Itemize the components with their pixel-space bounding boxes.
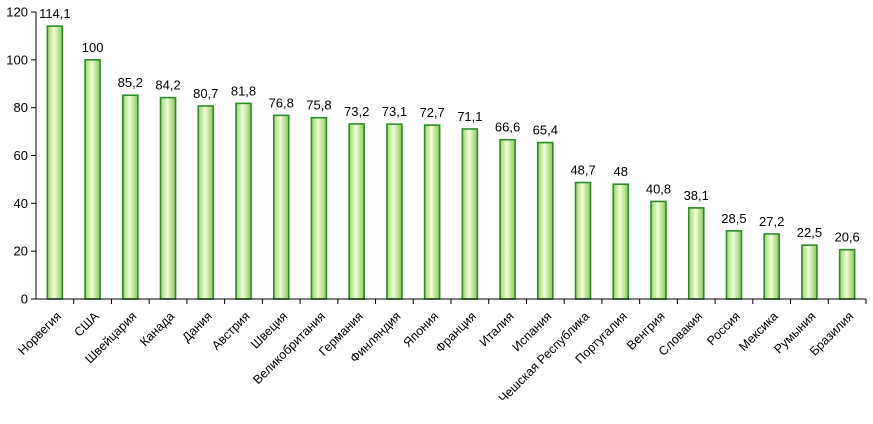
data-label: 40,8 bbox=[646, 181, 671, 196]
data-label: 73,1 bbox=[382, 104, 407, 119]
data-label: 81,8 bbox=[231, 83, 256, 98]
x-category-label: Франция bbox=[433, 309, 479, 355]
y-tick-label: 0 bbox=[21, 292, 28, 307]
bar bbox=[499, 138, 516, 300]
data-label: 76,8 bbox=[269, 95, 294, 110]
data-label: 85,2 bbox=[118, 75, 143, 90]
y-tick-label: 40 bbox=[14, 196, 28, 211]
bar bbox=[235, 102, 252, 300]
bar bbox=[348, 123, 365, 300]
bar bbox=[801, 244, 818, 300]
bar bbox=[159, 96, 177, 300]
bar bbox=[423, 124, 441, 300]
bar bbox=[197, 105, 215, 300]
bar bbox=[725, 230, 743, 300]
x-category-label: Дания bbox=[179, 309, 214, 344]
data-label: 38,1 bbox=[684, 188, 709, 203]
y-tick-label: 100 bbox=[6, 52, 28, 67]
bar bbox=[461, 128, 479, 300]
data-label: 48 bbox=[614, 164, 628, 179]
data-label: 73,2 bbox=[344, 104, 369, 119]
bar bbox=[537, 141, 554, 300]
data-label: 100 bbox=[82, 40, 104, 55]
data-label: 84,2 bbox=[155, 78, 180, 93]
bar bbox=[574, 181, 592, 300]
data-label: 75,8 bbox=[306, 98, 331, 113]
y-tick-label: 20 bbox=[14, 244, 28, 259]
data-label: 80,7 bbox=[193, 86, 218, 101]
bar bbox=[310, 116, 328, 300]
y-tick-label: 120 bbox=[6, 5, 28, 20]
data-label: 28,5 bbox=[721, 211, 746, 226]
data-label: 27,2 bbox=[759, 214, 784, 229]
data-label: 65,4 bbox=[533, 123, 558, 138]
data-label: 72,7 bbox=[419, 105, 444, 120]
y-tick-label: 60 bbox=[14, 148, 28, 163]
x-category-label: США bbox=[71, 309, 102, 340]
data-label: 114,1 bbox=[39, 6, 71, 21]
bar bbox=[763, 233, 780, 300]
y-tick-label: 80 bbox=[14, 100, 28, 115]
bar bbox=[386, 123, 403, 300]
bar bbox=[687, 207, 705, 300]
x-category-label: Норвегия bbox=[15, 309, 64, 358]
data-label: 71,1 bbox=[457, 109, 482, 124]
bar bbox=[612, 183, 630, 300]
bar bbox=[122, 94, 139, 300]
bar bbox=[650, 200, 667, 300]
y-axis: 0 20 40 60 80 100 120 bbox=[6, 5, 37, 307]
x-category-label: Австрия bbox=[209, 309, 253, 353]
bar bbox=[838, 248, 856, 300]
bar bbox=[46, 25, 64, 300]
data-label: 48,7 bbox=[570, 163, 595, 178]
data-label: 22,5 bbox=[797, 225, 822, 240]
bars: 114,1 100 85,2 84,2 80,7 81,8 76,8 75,8 73,2 73,1… bbox=[39, 6, 860, 300]
bar bbox=[84, 59, 101, 300]
data-label: 20,6 bbox=[834, 230, 859, 245]
x-category-label: Канада bbox=[137, 309, 177, 349]
data-label: 66,6 bbox=[495, 120, 520, 135]
bar bbox=[272, 114, 290, 300]
